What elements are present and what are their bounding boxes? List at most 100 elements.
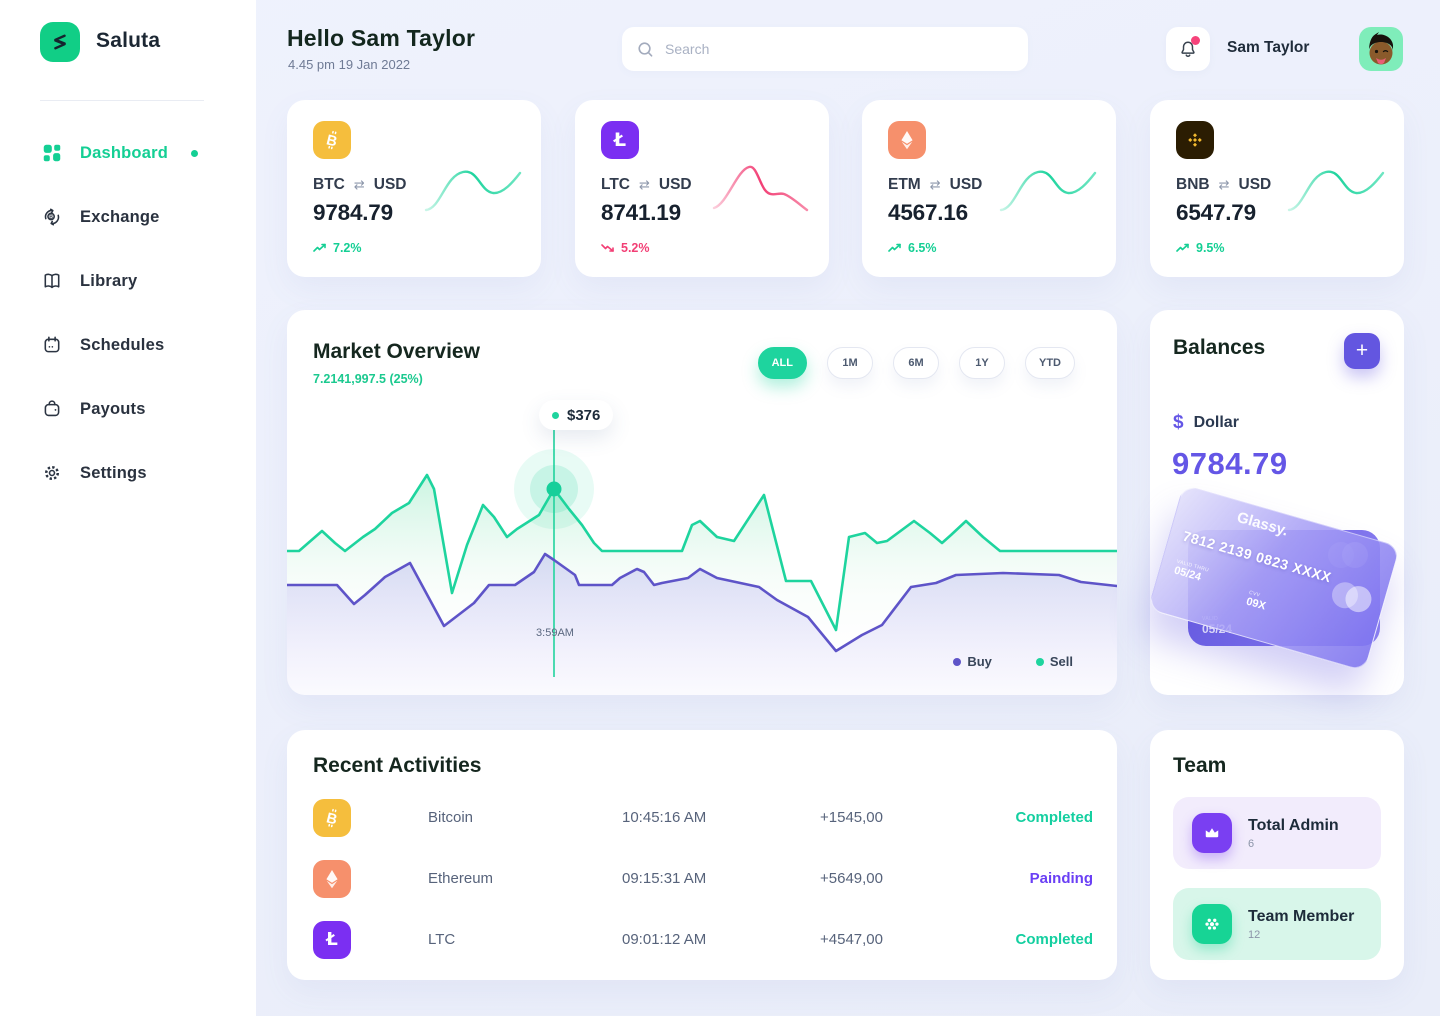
swap-icon: ⇄: [929, 177, 941, 192]
sell-line: [287, 473, 1117, 632]
credit-card-front: Glassy. 7812 2139 0823 XXXX VALID THRU 0…: [1147, 484, 1401, 672]
sparkline-chart: [712, 165, 809, 212]
activity-amount: +1545,00: [820, 809, 883, 826]
saluta-logo-icon: [54, 34, 66, 50]
pair-label: LTC ⇄ USD: [601, 176, 692, 193]
tooltip-dot: [552, 411, 559, 419]
trend-up-icon: [1176, 243, 1189, 252]
market-overview-subtitle: 7.2141,997.5 (25%): [313, 372, 423, 386]
dollar-icon: $: [1173, 412, 1184, 433]
pair-label: ETM ⇄ USD: [888, 176, 983, 193]
sparkline-chart: [1287, 170, 1385, 212]
change-badge: 9.5%: [1176, 241, 1225, 255]
price-value: 8741.19: [601, 200, 681, 225]
stat-card-etm[interactable]: ETM ⇄ USD 4567.16 6.5%: [862, 100, 1116, 277]
buy-area: [287, 554, 1117, 695]
activity-row-ltc[interactable]: Ł LTC 09:01:12 AM +4547,00 Completed: [287, 909, 1117, 970]
ltc-icon: Ł: [313, 920, 351, 959]
sidebar-item-label: Library: [80, 271, 138, 290]
market-overview-title: Market Overview: [313, 340, 480, 363]
asset-name: Ethereum: [428, 870, 494, 887]
change-badge: 7.2%: [313, 241, 362, 255]
activities-list: B Bitcoin 10:45:16 AM +1545,00 Completed…: [287, 787, 1117, 970]
market-overview-card: Market Overview 7.2141,997.5 (25%) ALL 1…: [287, 310, 1117, 695]
trend-up-icon: [313, 243, 326, 252]
svg-text:B: B: [325, 810, 339, 828]
eth-icon: [313, 859, 351, 898]
legend-buy: Buy: [953, 654, 992, 669]
marker-dot: [546, 481, 562, 497]
ltc-icon: Ł: [601, 121, 639, 159]
activity-row-bitcoin[interactable]: B Bitcoin 10:45:16 AM +1545,00 Completed: [287, 787, 1117, 848]
balances-title: Balances: [1173, 336, 1266, 359]
market-area-chart[interactable]: [287, 425, 1117, 695]
card-brand: Glassy.: [1235, 508, 1290, 540]
grid-icon: [40, 142, 63, 165]
gear-icon: [40, 462, 63, 485]
stat-card-btc[interactable]: B BTC ⇄ USD 9784.79 7.2%: [287, 100, 541, 277]
calendar-icon: [40, 334, 63, 357]
btc-icon: B: [313, 798, 351, 837]
add-balance-button[interactable]: +: [1344, 333, 1380, 369]
group-icon: [1192, 904, 1232, 944]
tab-1m[interactable]: 1M: [827, 347, 873, 379]
tab-all[interactable]: ALL: [757, 347, 807, 379]
exchange-icon: B: [40, 206, 63, 229]
sidebar-item-dashboard[interactable]: Dashboard: [40, 133, 240, 173]
svg-text:B: B: [325, 132, 339, 150]
currency-row: $ Dollar: [1173, 412, 1239, 434]
buy-line: [287, 552, 1117, 653]
activity-row-ethereum[interactable]: Ethereum 09:15:31 AM +5649,00 Painding: [287, 848, 1117, 909]
stat-card-bnb[interactable]: BNB ⇄ USD 6547.79 9.5%: [1150, 100, 1404, 277]
balances-card: Balances + $ Dollar 9784.79 VALID 05/24 …: [1147, 310, 1404, 695]
team-row-member[interactable]: Team Member 12: [1173, 888, 1381, 960]
currency-label: Dollar: [1193, 414, 1239, 431]
search-input[interactable]: [665, 41, 1014, 57]
status-badge: Painding: [1029, 870, 1093, 887]
price-value: 6547.79: [1176, 200, 1256, 225]
tab-ytd[interactable]: YTD: [1025, 347, 1075, 379]
activity-time: 09:01:12 AM: [622, 931, 707, 948]
card-cvv: CVV 09X: [1244, 589, 1267, 613]
sidebar-item-library[interactable]: Library: [40, 261, 240, 301]
sidebar-item-exchange[interactable]: B Exchange: [40, 197, 240, 237]
book-icon: [40, 270, 63, 293]
sidebar: Saluta Dashboard B Exchange: [0, 0, 256, 1016]
trend-down-icon: [601, 244, 614, 252]
sell-dot: [1035, 657, 1044, 666]
status-badge: Completed: [1015, 809, 1093, 826]
crown-icon: [1192, 813, 1232, 853]
sidebar-item-payouts[interactable]: Payouts: [40, 389, 240, 429]
range-tabs: ALL 1M 6M 1Y YTD: [757, 347, 1075, 379]
credit-cards-graphic: VALID 05/24 Glassy. 7812 2139 0823 XXXX …: [1147, 484, 1401, 678]
stat-card-ltc[interactable]: Ł LTC ⇄ USD 8741.19 5.2%: [575, 100, 829, 277]
tab-6m[interactable]: 6M: [893, 347, 939, 379]
recent-activities-title: Recent Activities: [313, 754, 482, 777]
svg-text:B: B: [49, 214, 53, 220]
sidebar-item-schedules[interactable]: Schedules: [40, 325, 240, 365]
app-logo[interactable]: [40, 22, 80, 62]
current-datetime: 4.45 pm 19 Jan 2022: [288, 57, 411, 72]
sidebar-item-settings[interactable]: Settings: [40, 453, 240, 493]
team-title: Team: [1173, 754, 1227, 777]
sidebar-divider: [40, 100, 204, 101]
change-badge: 5.2%: [601, 241, 650, 255]
card-brand-circles: [1328, 579, 1375, 616]
team-row-admin[interactable]: Total Admin 6: [1173, 797, 1381, 869]
page-title: Hello Sam Taylor: [287, 25, 476, 51]
sidebar-item-label: Dashboard: [80, 143, 168, 162]
app-name: Saluta: [96, 29, 161, 52]
activity-time: 09:15:31 AM: [622, 870, 707, 887]
tab-1y[interactable]: 1Y: [959, 347, 1005, 379]
avatar[interactable]: [1359, 27, 1403, 71]
notifications-button[interactable]: [1166, 27, 1210, 71]
legend-sell: Sell: [1035, 654, 1073, 669]
buy-dot: [953, 657, 962, 666]
search-icon: [638, 41, 653, 57]
tooltip-value: $376: [567, 406, 601, 424]
tooltip-time: 3:59AM: [536, 627, 574, 639]
chart-tooltip: $376: [539, 400, 614, 430]
btc-icon: B: [313, 121, 351, 159]
balance-amount: 9784.79: [1172, 446, 1288, 481]
avatar-image: [1369, 32, 1393, 65]
